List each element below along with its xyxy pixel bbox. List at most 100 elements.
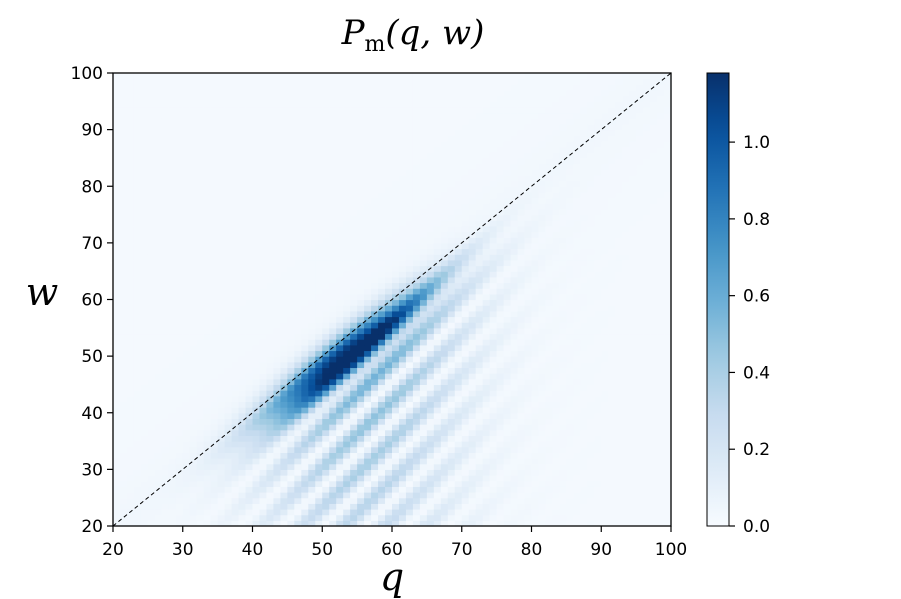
heatmap-cell bbox=[168, 191, 177, 199]
heatmap-cell bbox=[524, 89, 533, 97]
heatmap-cell bbox=[161, 293, 170, 301]
heatmap-cell bbox=[531, 276, 540, 284]
heatmap-cell bbox=[182, 384, 191, 391]
heatmap-cell bbox=[454, 446, 463, 453]
heatmap-cell bbox=[364, 395, 372, 403]
heatmap-cell bbox=[287, 106, 295, 114]
heatmap-cell bbox=[447, 78, 456, 85]
heatmap-cell bbox=[419, 492, 428, 499]
heatmap-cell bbox=[238, 463, 247, 470]
heatmap-cell bbox=[524, 169, 533, 176]
heatmap-cell bbox=[426, 452, 435, 459]
heatmap-cell bbox=[294, 350, 302, 357]
heatmap-cell bbox=[182, 407, 191, 414]
heatmap-cell bbox=[433, 316, 442, 323]
heatmap-cell bbox=[203, 237, 212, 244]
heatmap-cell bbox=[203, 412, 212, 420]
heatmap-cell bbox=[405, 254, 414, 261]
heatmap-cell bbox=[538, 350, 547, 357]
heatmap-cell bbox=[113, 112, 121, 119]
heatmap-cell bbox=[308, 520, 316, 527]
heatmap-cell bbox=[517, 395, 526, 403]
heatmap-cell bbox=[378, 452, 386, 459]
heatmap-cell bbox=[371, 509, 379, 516]
heatmap-cell bbox=[196, 367, 205, 374]
heatmap-cell bbox=[405, 327, 414, 335]
heatmap-cell bbox=[175, 458, 184, 465]
heatmap-cell bbox=[126, 378, 135, 386]
heatmap-cell bbox=[538, 486, 547, 493]
heatmap-cell bbox=[259, 463, 268, 470]
heatmap-cell bbox=[287, 520, 295, 527]
heatmap-cell bbox=[210, 344, 219, 352]
heatmap-cell bbox=[140, 135, 149, 142]
heatmap-cell bbox=[447, 95, 456, 102]
heatmap-cell bbox=[245, 407, 254, 414]
heatmap-cell bbox=[524, 418, 533, 425]
heatmap-cell bbox=[475, 299, 484, 306]
heatmap-cell bbox=[322, 118, 330, 125]
heatmap-cell bbox=[398, 248, 407, 255]
heatmap-cell bbox=[531, 282, 540, 289]
heatmap-cell bbox=[210, 140, 219, 148]
heatmap-cell bbox=[336, 344, 344, 352]
heatmap-cell bbox=[217, 118, 226, 125]
heatmap-cell bbox=[419, 248, 428, 255]
heatmap-cell bbox=[259, 395, 268, 403]
heatmap-cell bbox=[419, 378, 428, 386]
heatmap-cell bbox=[371, 452, 379, 459]
heatmap-cell bbox=[461, 344, 470, 352]
heatmap-cell bbox=[161, 452, 170, 459]
heatmap-cell bbox=[315, 152, 323, 159]
heatmap-cell bbox=[447, 322, 456, 329]
heatmap-cell bbox=[217, 310, 226, 318]
heatmap-cell bbox=[301, 282, 309, 289]
heatmap-cell bbox=[140, 231, 149, 238]
heatmap-cell bbox=[447, 463, 456, 470]
heatmap-cell bbox=[119, 225, 128, 233]
heatmap-cell bbox=[133, 458, 142, 465]
heatmap-cell bbox=[412, 157, 421, 165]
heatmap-cell bbox=[322, 129, 330, 136]
heatmap-cell bbox=[189, 497, 198, 504]
heatmap-cell bbox=[405, 322, 414, 329]
heatmap-cell bbox=[482, 288, 491, 295]
heatmap-cell bbox=[203, 157, 212, 165]
heatmap-cell bbox=[419, 316, 428, 323]
heatmap-cell bbox=[113, 339, 121, 346]
heatmap-cell bbox=[126, 367, 135, 374]
heatmap-cell bbox=[510, 514, 519, 521]
heatmap-cell bbox=[175, 390, 184, 397]
heatmap-cell bbox=[147, 208, 156, 216]
heatmap-cell bbox=[412, 373, 421, 380]
heatmap-cell bbox=[517, 401, 526, 408]
heatmap-cell bbox=[350, 503, 358, 510]
heatmap-cell bbox=[308, 350, 316, 357]
heatmap-cell bbox=[168, 146, 177, 153]
heatmap-cell bbox=[433, 514, 442, 521]
heatmap-cell bbox=[538, 84, 547, 91]
heatmap-cell bbox=[259, 424, 268, 431]
heatmap-cell bbox=[433, 248, 442, 255]
heatmap-cell bbox=[412, 384, 421, 391]
heatmap-cell bbox=[175, 407, 184, 414]
heatmap-cell bbox=[113, 95, 121, 102]
heatmap-cell bbox=[210, 152, 219, 159]
heatmap-cell bbox=[378, 231, 386, 238]
heatmap-cell bbox=[433, 231, 442, 238]
heatmap-cell bbox=[357, 220, 365, 227]
heatmap-cell bbox=[440, 95, 449, 102]
heatmap-cell bbox=[294, 407, 302, 414]
heatmap-cell bbox=[140, 180, 149, 187]
heatmap-cell bbox=[224, 310, 233, 318]
heatmap-cell bbox=[259, 407, 268, 414]
heatmap-cell bbox=[454, 367, 463, 374]
heatmap-cell bbox=[405, 350, 414, 357]
heatmap-cell bbox=[378, 418, 386, 425]
heatmap-cell bbox=[475, 503, 484, 510]
heatmap-cell bbox=[154, 299, 163, 306]
heatmap-cell bbox=[392, 299, 400, 306]
heatmap-cell bbox=[126, 220, 135, 227]
heatmap-cell bbox=[322, 452, 330, 459]
heatmap-cell bbox=[392, 242, 400, 250]
